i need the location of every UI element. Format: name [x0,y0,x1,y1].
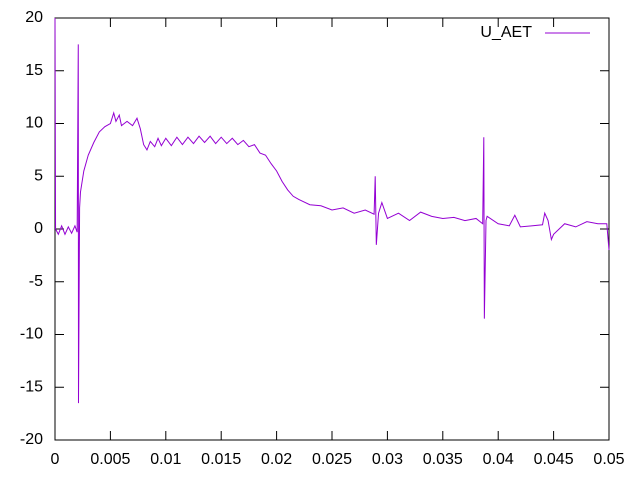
x-tick-label: 0.005 [90,451,130,468]
y-tick-label: -10 [20,326,43,343]
y-tick-label: -20 [20,431,43,448]
x-tick-label: 0.05 [593,451,624,468]
y-tick-label: 15 [25,62,43,79]
legend-label: U_AET [480,24,532,41]
y-tick-label: 0 [34,220,43,237]
x-tick-label: 0.045 [534,451,574,468]
x-tick-label: 0.025 [312,451,352,468]
y-tick-label: 5 [34,167,43,184]
x-tick-label: 0.015 [201,451,241,468]
x-tick-label: 0.02 [261,451,292,468]
x-tick-label: 0 [51,451,60,468]
x-tick-label: 0.04 [483,451,514,468]
y-tick-label: -5 [29,273,43,290]
x-tick-label: 0.03 [372,451,403,468]
y-tick-label: 20 [25,9,43,26]
x-tick-label: 0.035 [423,451,463,468]
x-tick-label: 0.01 [150,451,181,468]
data-line [54,17,610,404]
y-tick-label: 10 [25,115,43,132]
y-tick-label: -15 [20,378,43,395]
plot-border [54,17,610,441]
